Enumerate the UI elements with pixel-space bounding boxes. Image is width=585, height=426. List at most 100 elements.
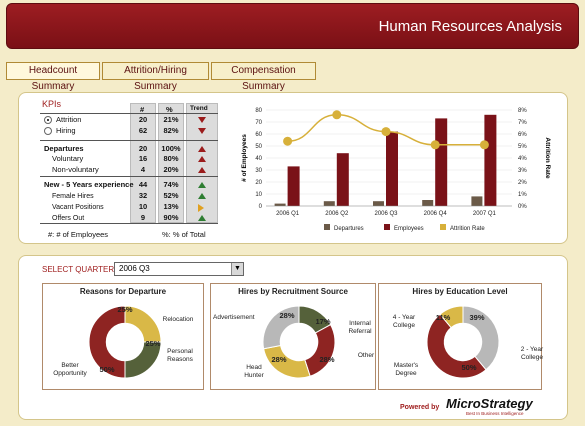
employees-bar — [336, 153, 349, 206]
departures-bar — [422, 200, 434, 206]
donut-label: Other — [357, 352, 375, 359]
kpi-count: 9 — [140, 213, 146, 222]
donut-percent: 28% — [271, 355, 286, 364]
x-tick-label: 2006 Q4 — [424, 211, 448, 217]
attrition-rate-point — [381, 127, 391, 137]
departure-reasons-card: Reasons for Departure 25% 25% 50% Relocation… — [42, 283, 204, 390]
employees-bar — [386, 131, 398, 206]
kpi-label: Departures — [44, 144, 84, 153]
donut-segment — [304, 323, 336, 377]
y-tick-label: 20 — [255, 180, 262, 186]
donut-percent: 17% — [315, 317, 330, 326]
kpi-col-pct: % — [166, 105, 173, 114]
kpi-count: 44 — [138, 180, 148, 189]
kpi-count: 4 — [140, 165, 146, 174]
headcount-chart: 0 10 20 30 40 50 60 70 80 0% 1% 2% 3% 4% 5% 6% 7% 8% # of … — [241, 108, 551, 232]
kpi-trend — [198, 128, 206, 134]
y-tick-label: 80 — [255, 108, 262, 114]
trend-up-icon — [198, 182, 206, 188]
trend-flat-icon — [198, 204, 204, 212]
departures-bar — [274, 203, 286, 206]
departures-bar — [323, 201, 335, 206]
kpi-count: 32 — [138, 191, 148, 200]
kpi-pct-column — [158, 103, 184, 223]
recruitment-source-card: Hires by Recruitment Source 17% 28% 28% 28% I… — [210, 283, 376, 390]
y2-tick-label: 4% — [518, 156, 527, 162]
trend-up-icon — [198, 156, 206, 162]
kpi-divider — [40, 140, 218, 141]
employees-bar — [484, 114, 497, 206]
kpi-percent: 20% — [163, 165, 179, 174]
tab-compensation-summary[interactable]: Compensation Summary — [211, 62, 316, 92]
radio-button[interactable] — [44, 127, 52, 136]
attrition-rate-point — [332, 110, 342, 120]
y-tick-label: 70 — [255, 120, 262, 126]
trend-up-icon — [198, 215, 206, 221]
x-tick-label: 2006 Q3 — [374, 211, 398, 217]
radio-button[interactable] — [44, 116, 52, 125]
attrition-rate-point — [283, 136, 293, 146]
donut-label: Master's Degree — [393, 362, 419, 377]
kpi-percent: 21% — [163, 115, 179, 124]
kpi-count: 20 — [138, 115, 148, 124]
kpi-trend — [198, 204, 204, 212]
app-header: Human Resources Analysis — [6, 3, 579, 49]
donut-percent: 39% — [469, 313, 484, 322]
y-tick-label: 0 — [259, 204, 263, 210]
donut-segment — [439, 305, 464, 329]
donut-label: Better Opportunity — [53, 362, 87, 377]
y-tick-label: 40 — [255, 156, 262, 162]
kpi-divider — [40, 223, 218, 224]
departures-bar — [373, 201, 384, 206]
kpi-label: Non-voluntary — [52, 165, 99, 174]
tab-headcount-summary[interactable]: Headcount Summary — [6, 62, 100, 92]
tab-attrition-hiring-summary[interactable]: Attrition/Hiring Summary — [102, 62, 209, 92]
kpi-count: 20 — [138, 144, 148, 153]
logo-tagline: Best In Business Intelligence — [466, 411, 524, 416]
kpi-percent: 80% — [163, 154, 179, 163]
kpi-trend — [198, 215, 206, 221]
kpi-count-column — [130, 103, 156, 223]
donut-label: 4 - Year College — [392, 314, 416, 329]
chevron-down-icon[interactable]: ▼ — [231, 263, 243, 275]
kpi-row: Departures — [44, 143, 224, 154]
donut-title: Reasons for Departure — [79, 287, 167, 296]
kpi-row: Vacant Positions — [52, 201, 232, 212]
kpi-row[interactable]: Attrition — [44, 114, 224, 125]
donut-percent: 25% — [117, 305, 132, 314]
x-tick-label: 2006 Q2 — [325, 211, 349, 217]
legend-swatch — [384, 224, 390, 230]
education-level-card: Hires by Education Level 39% 50% 11% 2 - Yea… — [378, 283, 543, 390]
kpi-percent: 100% — [161, 144, 181, 153]
kpi-trend-column — [186, 103, 218, 223]
donut-percent: 28% — [279, 311, 294, 320]
departures-bar — [471, 196, 483, 206]
legend-label: Departures — [334, 226, 364, 232]
y2-tick-label: 8% — [518, 108, 527, 114]
donut-percent: 11% — [436, 313, 451, 322]
attrition-rate-point — [430, 140, 440, 150]
donut-label: 2 - Year College — [520, 346, 544, 361]
kpi-trend — [198, 182, 206, 188]
attrition-rate-point — [479, 140, 489, 150]
trend-up-icon — [198, 146, 206, 152]
donut-segment — [426, 313, 487, 379]
kpi-count: 62 — [138, 126, 148, 135]
legend-label: Attrition Rate — [450, 226, 485, 232]
kpi-row[interactable]: Hiring — [44, 125, 224, 136]
kpi-trend — [198, 146, 206, 152]
kpi-col-hash: # — [140, 105, 145, 114]
donut-percent: 50% — [99, 365, 114, 374]
kpi-row: Female Hires — [52, 190, 232, 201]
kpi-footer-pct: %: % of Total — [162, 230, 206, 239]
y2-axis-label: Attrition Rate — [544, 137, 551, 179]
trend-down-icon — [198, 128, 206, 134]
quarter-select[interactable]: 2006 Q3 ▼ — [114, 262, 244, 276]
y-tick-label: 10 — [255, 192, 262, 198]
kpi-label: Offers Out — [52, 215, 85, 222]
employees-bar — [435, 118, 448, 206]
quarter-select-value: 2006 Q3 — [119, 264, 150, 273]
y-tick-label: 30 — [255, 168, 262, 174]
donut-percent: 25% — [145, 339, 160, 348]
kpi-row: Voluntary — [52, 153, 232, 164]
